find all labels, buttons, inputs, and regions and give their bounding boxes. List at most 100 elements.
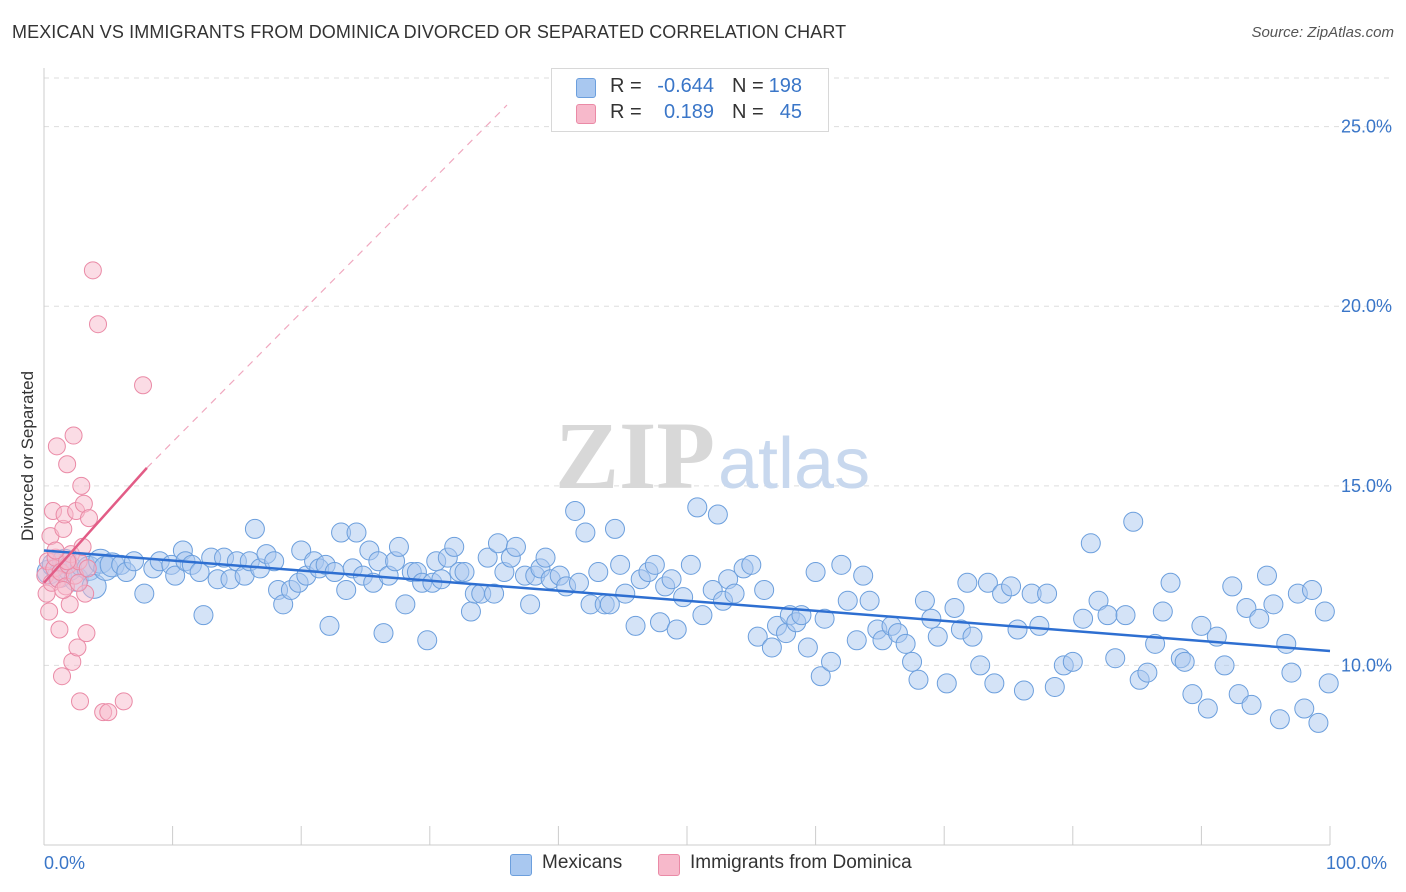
- point-mexicans: [134, 583, 155, 604]
- point-mexicans: [944, 597, 965, 618]
- point-mexicans: [1301, 579, 1322, 600]
- point-mexicans: [1269, 709, 1290, 730]
- point-dominica: [54, 580, 73, 599]
- point-mexicans: [837, 590, 858, 611]
- point-mexicans: [484, 583, 505, 604]
- bottom-legend-label: Immigrants from Dominica: [690, 852, 912, 873]
- point-mexicans: [444, 536, 465, 557]
- point-mexicans: [1123, 511, 1144, 532]
- point-mexicans: [124, 551, 145, 572]
- point-mexicans: [810, 666, 831, 687]
- point-dominica: [40, 602, 59, 621]
- point-mexicans: [797, 637, 818, 658]
- point-mexicans: [1029, 615, 1050, 636]
- legend-r-value: -0.644: [657, 75, 714, 97]
- legend-swatch-pink: [576, 104, 596, 124]
- point-mexicans: [165, 565, 186, 586]
- legend-row-dominica: R = 0.189 N = 45: [552, 101, 828, 127]
- point-mexicans: [1214, 655, 1235, 676]
- point-mexicans: [1152, 601, 1173, 622]
- legend-n-value: 45: [779, 101, 802, 123]
- point-mexicans: [673, 587, 694, 608]
- chart-title: MEXICAN VS IMMIGRANTS FROM DOMINICA DIVO…: [12, 22, 847, 42]
- point-mexicans: [970, 655, 991, 676]
- point-mexicans: [1314, 601, 1335, 622]
- point-dominica: [134, 376, 153, 395]
- point-mexicans: [936, 673, 957, 694]
- point-mexicans: [962, 626, 983, 647]
- y-tick-label: 10.0%: [1341, 655, 1392, 675]
- point-mexicans: [1222, 576, 1243, 597]
- point-mexicans: [291, 540, 312, 561]
- point-mexicans: [388, 536, 409, 557]
- watermark: ZIP atlas: [555, 402, 870, 509]
- point-mexicans: [520, 594, 541, 615]
- point-mexicans: [821, 651, 842, 672]
- point-mexicans: [1145, 633, 1166, 654]
- point-mexicans: [1007, 619, 1028, 640]
- legend-n-label: N =: [732, 75, 764, 97]
- bottom-legend-label: Mexicans: [542, 852, 623, 873]
- point-mexicans: [604, 518, 625, 539]
- y-tick-label: 15.0%: [1341, 476, 1392, 496]
- point-mexicans: [417, 630, 438, 651]
- point-mexicans: [895, 633, 916, 654]
- series-dominica: [36, 261, 153, 722]
- point-dominica: [78, 559, 97, 578]
- point-mexicans: [1044, 676, 1065, 697]
- legend-row-mexicans: R = -0.644 N = 198: [552, 75, 828, 101]
- point-mexicans: [1256, 565, 1277, 586]
- point-dominica: [83, 261, 102, 280]
- point-dominica: [89, 315, 108, 334]
- trend-line-dominica-extension: [146, 104, 508, 469]
- point-mexicans: [1080, 533, 1101, 554]
- point-mexicans: [1318, 673, 1339, 694]
- point-dominica: [69, 573, 88, 592]
- point-mexicans: [902, 651, 923, 672]
- legend-n-value: 198: [768, 75, 802, 97]
- point-dominica: [99, 703, 118, 722]
- point-mexicans: [193, 605, 214, 626]
- point-mexicans: [1228, 684, 1249, 705]
- x-tick-label-max: 100.0%: [1326, 853, 1388, 873]
- axes: [43, 68, 1331, 846]
- point-mexicans: [724, 583, 745, 604]
- point-mexicans: [588, 562, 609, 583]
- point-mexicans: [977, 572, 998, 593]
- point-mexicans: [1105, 648, 1126, 669]
- point-mexicans: [1013, 680, 1034, 701]
- point-mexicans: [1073, 608, 1094, 629]
- watermark-atlas: atlas: [718, 424, 870, 504]
- point-mexicans: [1088, 590, 1109, 611]
- bottom-legend-swatch-pink: [658, 854, 680, 876]
- point-mexicans: [625, 615, 646, 636]
- point-dominica: [47, 437, 66, 456]
- legend-r-value: 0.189: [663, 101, 714, 123]
- point-mexicans: [1097, 605, 1118, 626]
- point-mexicans: [644, 554, 665, 575]
- point-mexicans: [984, 673, 1005, 694]
- point-mexicans: [1276, 633, 1297, 654]
- point-mexicans: [477, 547, 498, 568]
- point-mexicans: [454, 562, 475, 583]
- point-mexicans: [707, 504, 728, 525]
- point-dominica: [71, 692, 90, 711]
- point-mexicans: [666, 619, 687, 640]
- legend-swatch-blue: [576, 78, 596, 98]
- point-mexicans: [1236, 597, 1257, 618]
- y-tick-label: 25.0%: [1341, 117, 1392, 137]
- point-mexicans: [431, 569, 452, 590]
- point-dominica: [53, 667, 72, 686]
- point-mexicans: [505, 536, 526, 557]
- point-mexicans: [831, 554, 852, 575]
- point-mexicans: [244, 518, 265, 539]
- trend-lines: [43, 104, 1331, 653]
- y-tick-labels: 10.0% 15.0% 20.0% 25.0%: [1341, 117, 1392, 676]
- point-mexicans: [395, 594, 416, 615]
- point-mexicans: [1241, 694, 1262, 715]
- point-mexicans: [747, 626, 768, 647]
- point-mexicans: [575, 522, 596, 543]
- point-mexicans: [1115, 605, 1136, 626]
- point-dominica: [50, 620, 69, 639]
- trend-line-mexicans: [43, 549, 1331, 653]
